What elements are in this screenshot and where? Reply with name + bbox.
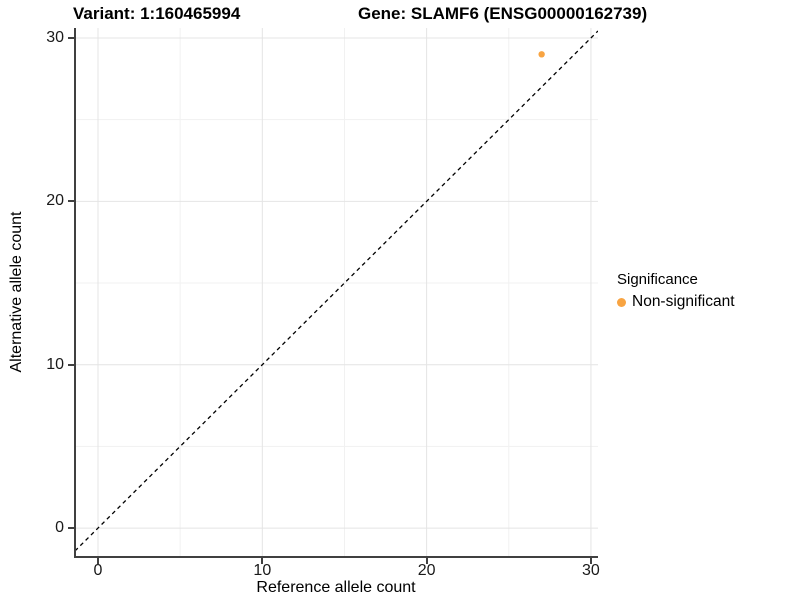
identity-line [75, 30, 598, 552]
y-tick-label: 20 [46, 192, 64, 210]
y-tick-label: 10 [46, 355, 64, 373]
x-tick-mark [589, 558, 592, 564]
x-tick-mark [425, 558, 428, 564]
y-tick-mark [68, 527, 74, 530]
x-axis-line [74, 556, 598, 558]
x-tick-label: 30 [582, 562, 600, 579]
x-axis-title: Reference allele count [256, 579, 416, 596]
legend-point-icon [617, 297, 626, 307]
y-tick-label: 0 [55, 519, 64, 537]
data-point [538, 51, 545, 58]
x-tick-label: 10 [253, 562, 272, 579]
y-axis-line [74, 28, 76, 558]
y-tick-mark [68, 200, 74, 203]
y-tick-mark [68, 363, 74, 366]
y-axis-title: Alternative allele count [8, 211, 25, 373]
y-tick-mark [68, 36, 74, 39]
x-tick-label: 20 [417, 562, 436, 579]
plot-title-variant: Variant: 1:160465994 [73, 4, 241, 23]
plot-title-gene: Gene: SLAMF6 (ENSG00000162739) [358, 4, 648, 23]
y-tick-label: 30 [46, 28, 64, 46]
x-tick-mark [97, 558, 99, 564]
plot-panel [75, 28, 598, 556]
legend-title: Significance [617, 271, 698, 288]
x-tick-mark [261, 558, 264, 564]
legend-item-label: Non-significant [632, 293, 735, 310]
legend-item: Non-significant [617, 293, 735, 311]
legend: Significance Non-significant [617, 271, 735, 311]
x-tick-label: 0 [93, 562, 103, 579]
